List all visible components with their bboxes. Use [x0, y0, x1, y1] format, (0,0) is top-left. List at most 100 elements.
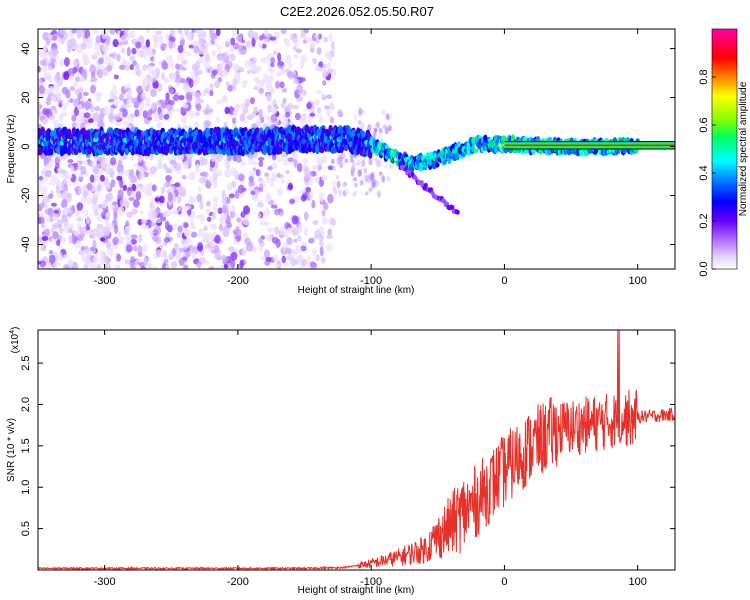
noise-mark	[272, 254, 279, 263]
noise-mark	[47, 193, 54, 199]
noise-mark	[135, 258, 143, 263]
noise-mark	[122, 108, 128, 118]
noise-mark	[298, 189, 306, 194]
noise-mark	[281, 117, 289, 128]
noise-mark	[197, 228, 205, 237]
noise-mark	[271, 236, 279, 244]
noise-mark	[314, 176, 320, 183]
noise-mark	[221, 95, 229, 104]
noise-mark	[230, 166, 237, 177]
noise-mark	[92, 196, 98, 205]
noise-mark	[293, 238, 298, 243]
noise-mark	[173, 242, 179, 251]
noise-mark	[145, 29, 151, 34]
noise-mark	[258, 88, 265, 94]
noise-mark	[250, 123, 258, 130]
noise-mark	[142, 110, 149, 119]
noise-mark	[264, 114, 271, 121]
noise-mark	[323, 36, 328, 43]
noise-mark	[135, 63, 140, 70]
noise-mark	[330, 158, 335, 165]
noise-mark	[87, 36, 93, 42]
noise-mark	[311, 164, 318, 172]
noise-mark	[62, 103, 67, 112]
noise-mark	[50, 227, 55, 233]
noise-mark	[106, 246, 112, 255]
noise-mark	[215, 99, 223, 105]
noise-mark	[204, 88, 210, 94]
noise-mark	[194, 92, 201, 101]
noise-mark	[123, 122, 130, 129]
noise-mark	[118, 93, 125, 101]
noise-mark	[108, 98, 115, 103]
spectrogram-x-axis: -300 -200 -100 0 100	[94, 29, 647, 287]
noise-mark	[267, 67, 272, 73]
noise-mark	[45, 101, 52, 106]
noise-mark	[123, 64, 131, 71]
noise-mark	[72, 81, 79, 89]
noise-mark	[150, 165, 157, 175]
noise-mark	[122, 184, 128, 192]
ridge-mark	[435, 162, 440, 168]
noise-mark	[251, 160, 258, 166]
noise-mark	[287, 102, 293, 111]
noise-mark	[52, 83, 60, 93]
noise-mark	[86, 39, 93, 49]
noise-mark	[53, 74, 60, 83]
noise-mark	[205, 42, 213, 47]
noise-mark	[118, 236, 125, 245]
noise-mark	[40, 186, 48, 194]
noise-mark	[159, 216, 167, 222]
noise-mark	[82, 160, 89, 165]
noise-mark	[232, 154, 237, 162]
snr-panel: -300 -200 -100 0 100 0.5 1.0 1.5 2.0 2.5 Height …	[6, 327, 676, 596]
noise-mark	[303, 166, 311, 177]
noise-mark	[185, 249, 191, 258]
snr-series-line	[38, 330, 675, 570]
noise-mark	[69, 223, 75, 230]
noise-mark	[97, 182, 102, 193]
noise-mark	[276, 187, 283, 196]
noise-mark	[221, 212, 227, 219]
noise-mark	[143, 77, 151, 87]
noise-mark	[302, 39, 307, 44]
noise-mark	[326, 61, 332, 70]
noise-mark	[125, 244, 133, 253]
noise-mark	[297, 96, 304, 101]
noise-mark	[163, 237, 171, 243]
noise-mark	[83, 209, 89, 217]
noise-mark	[38, 176, 44, 181]
noise-mark	[214, 234, 221, 244]
noise-mark	[338, 160, 343, 169]
noise-mark	[326, 94, 333, 100]
noise-mark	[74, 186, 79, 193]
noise-mark	[59, 169, 67, 175]
noise-mark	[119, 199, 126, 207]
noise-mark	[303, 226, 309, 237]
noise-mark	[239, 66, 245, 73]
noise-mark	[73, 106, 79, 117]
noise-mark	[221, 52, 228, 61]
noise-mark	[74, 240, 82, 249]
noise-mark	[133, 101, 139, 109]
noise-mark	[226, 182, 233, 191]
noise-mark	[112, 236, 120, 246]
noise-mark	[344, 188, 349, 197]
noise-mark	[172, 208, 179, 216]
noise-mark	[204, 120, 211, 127]
noise-mark	[152, 235, 160, 242]
noise-mark	[128, 169, 135, 178]
noise-mark	[292, 45, 298, 51]
noise-mark	[378, 127, 383, 134]
noise-mark	[194, 67, 200, 77]
noise-mark	[257, 213, 262, 219]
noise-mark	[154, 225, 162, 236]
noise-mark	[237, 44, 244, 53]
noise-mark	[97, 120, 105, 129]
noise-mark	[140, 266, 147, 269]
noise-mark	[241, 247, 247, 256]
noise-mark	[323, 105, 331, 110]
noise-mark	[42, 109, 50, 116]
noise-mark	[104, 217, 110, 227]
colorbar-gradient	[711, 28, 738, 270]
